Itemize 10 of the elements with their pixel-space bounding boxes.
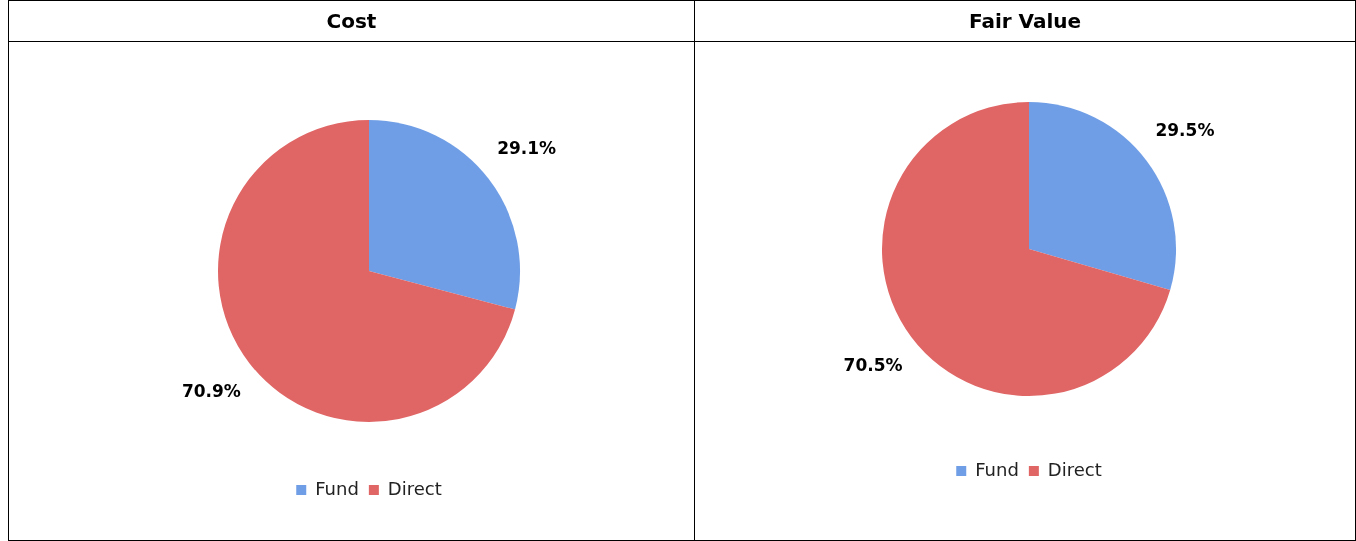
data-label: 70.9% (181, 380, 241, 401)
legend-label: Fund (975, 458, 1019, 480)
data-label: 29.5% (1155, 120, 1215, 141)
chart-title: Cost (9, 1, 694, 42)
data-label: 70.5% (843, 354, 903, 375)
legend-label: Direct (387, 477, 442, 499)
data-label: 29.1% (497, 137, 557, 158)
chart-title: Fair Value (695, 1, 1355, 42)
legend-label: Direct (1047, 458, 1102, 480)
legend-label: Fund (315, 477, 359, 499)
